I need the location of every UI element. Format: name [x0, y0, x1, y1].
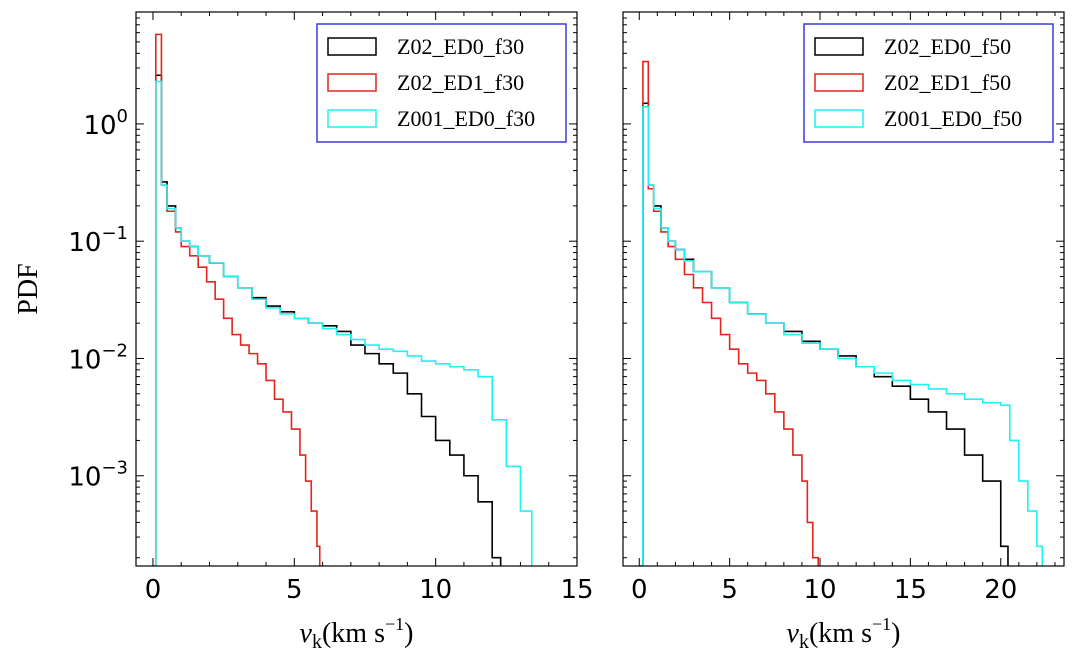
x-tick-label: 15	[560, 575, 593, 605]
x-tick-label: 0	[631, 575, 648, 605]
series-line-3	[639, 105, 1044, 566]
x-tick-label: 20	[984, 575, 1017, 605]
y-tick-label: 10−3	[68, 458, 128, 493]
legend-swatch	[814, 73, 864, 92]
x-tick-label: 5	[721, 575, 738, 605]
series-line-3	[152, 80, 533, 566]
x-tick-label: 0	[145, 575, 162, 605]
series-group	[639, 60, 1044, 566]
legend-frame	[803, 23, 1054, 143]
plot-frame	[135, 11, 578, 567]
legend: Z02_ED0_f50 Z02_ED1_f50 Z001_ED0_f50	[803, 23, 1054, 143]
chart-panel-1: 0 5 10 15 100 10−1 10−2 10−3 PDF vk(km s−1) Z02_ED…	[13, 11, 594, 653]
legend-swatch	[327, 73, 377, 92]
y-tick-label: 100	[83, 106, 128, 141]
x-axis-label: vk(km s−1)	[787, 614, 901, 653]
legend-label: Z001_ED0_f30	[397, 106, 535, 131]
legend-label: Z001_ED0_f50	[884, 106, 1022, 131]
legend: Z02_ED0_f30 Z02_ED1_f30 Z001_ED0_f30	[316, 23, 567, 143]
legend-label: Z02_ED1_f30	[397, 70, 524, 95]
y-tick-label: 10−2	[68, 340, 128, 375]
legend-label: Z02_ED0_f50	[884, 34, 1011, 59]
legend-frame	[316, 23, 567, 143]
legend-label: Z02_ED0_f30	[397, 34, 524, 59]
x-tick-label: 10	[803, 575, 836, 605]
plot-frame	[622, 11, 1065, 567]
x-tick-label: 15	[894, 575, 927, 605]
series-line-1	[639, 102, 1009, 566]
series-line-2	[639, 60, 819, 566]
legend-swatch	[327, 109, 377, 128]
x-tick-label: 5	[286, 575, 303, 605]
y-axis-label: PDF	[13, 263, 44, 314]
legend-swatch	[814, 109, 864, 128]
series-line-2	[152, 33, 321, 566]
x-axis-label: vk(km s−1)	[300, 614, 414, 653]
legend-label: Z02_ED1_f50	[884, 70, 1011, 95]
legend-swatch	[814, 37, 864, 56]
legend-swatch	[327, 37, 377, 56]
chart-panel-2: 0 5 10 15 20 vk(km s−1) Z02_ED0_f50 Z02_ED1_f50…	[622, 11, 1065, 653]
series-line-1	[152, 74, 502, 566]
series-group	[152, 33, 533, 566]
x-tick-label: 10	[419, 575, 452, 605]
y-tick-label: 10−1	[68, 223, 128, 258]
